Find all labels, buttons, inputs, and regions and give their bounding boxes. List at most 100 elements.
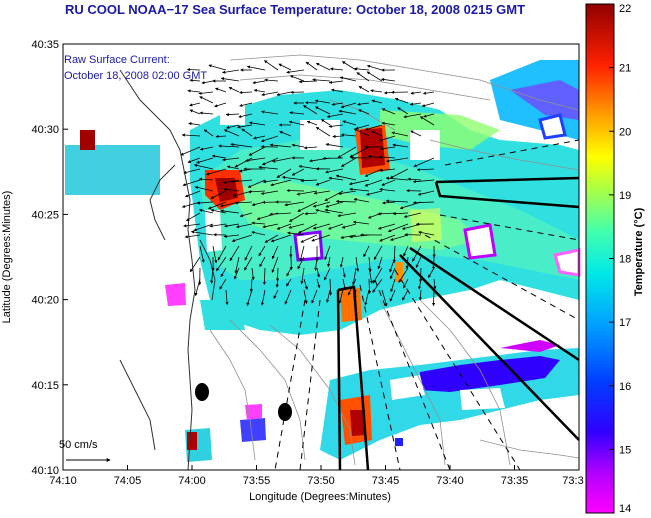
current-vector: [300, 234, 318, 243]
current-vector: [418, 230, 435, 236]
colorbar-tick-label: 18: [619, 254, 631, 266]
x-tick-label: 74:10: [49, 475, 77, 487]
current-vector: [315, 62, 331, 71]
current-vector: [428, 267, 435, 278]
current-vector: [248, 121, 266, 126]
current-vector: [231, 234, 253, 243]
current-vector: [303, 146, 318, 150]
current-vector: [337, 146, 357, 159]
current-vector: [288, 120, 305, 126]
current-vector: [397, 107, 409, 115]
current-vector: [269, 212, 292, 216]
current-vector: [377, 212, 396, 216]
current-vector: [239, 90, 253, 95]
current-vector: [392, 143, 409, 148]
current-vector: [271, 245, 279, 260]
current-vector: [358, 109, 370, 115]
current-vector: [356, 72, 370, 82]
current-vector: [271, 256, 279, 273]
y-tick-label: 40:10: [31, 465, 59, 477]
current-vector: [315, 208, 331, 214]
current-vector: [315, 179, 331, 186]
x-tick-label: 73:55: [243, 475, 271, 487]
current-vector: [224, 223, 240, 228]
current-legend-line2: October 18, 2008 02:00 GMT: [64, 70, 208, 82]
current-vector: [288, 223, 305, 229]
current-vector: [234, 267, 240, 280]
current-vector: [288, 212, 305, 222]
radar-site-marker: [195, 383, 209, 401]
current-vector: [194, 278, 201, 297]
current-vector: [403, 113, 422, 119]
current-vector: [349, 187, 370, 192]
colorbar-tick-label: 14: [619, 503, 631, 515]
current-vector: [416, 168, 435, 172]
current-vector: [366, 64, 383, 71]
colorbar-tick-label: 21: [619, 63, 631, 75]
current-vector: [211, 154, 227, 159]
current-vector: [189, 109, 201, 115]
current-vector: [364, 168, 383, 177]
current-vector: [199, 111, 214, 115]
current-vector: [253, 135, 266, 140]
current-vector: [269, 143, 292, 148]
current-vector: [320, 119, 331, 126]
colorbar-tick-label: 22: [619, 3, 631, 15]
current-vector: [367, 278, 372, 295]
current-vector: [272, 157, 292, 163]
current-vector: [329, 67, 344, 71]
current-vector: [237, 124, 253, 129]
current-vector: [286, 267, 292, 277]
figure-title: RU COOL NOAA−17 Sea Surface Temperature:…: [64, 2, 526, 17]
current-vector: [214, 87, 227, 93]
current-vector: [371, 131, 383, 137]
x-axis-label: Longitude (Degrees:Minutes): [249, 491, 391, 503]
radar-site-marker: [278, 403, 292, 421]
y-axis-ticks: 40:35 40:30 40:25 40:20 40:15 40:10: [31, 39, 68, 477]
current-vector: [355, 124, 370, 130]
current-vector: [328, 80, 344, 84]
colorbar-tick-label: 20: [619, 126, 631, 138]
current-vector: [260, 289, 266, 306]
y-tick-label: 40:35: [31, 39, 59, 51]
current-vector: [431, 289, 436, 307]
current-vector: [234, 157, 253, 168]
current-vector: [276, 223, 292, 230]
current-vector: [338, 190, 357, 195]
current-vector: [247, 179, 266, 188]
current-vector: [379, 168, 396, 172]
current-vector: [378, 155, 396, 159]
current-vector: [201, 80, 214, 85]
current-vector: [220, 209, 240, 214]
current-vector: [260, 135, 279, 143]
current-vector: [338, 109, 357, 115]
current-vector: [230, 142, 253, 148]
current-vector: [380, 146, 396, 151]
current-vector: [410, 130, 422, 137]
current-vector: [398, 267, 409, 283]
current-vector: [251, 221, 266, 225]
current-vector: [198, 177, 214, 181]
current-vector: [412, 201, 435, 205]
current-vector: [387, 223, 409, 233]
current-vector: [182, 179, 201, 187]
x-tick-label: 73:45: [372, 475, 400, 487]
current-vector: [364, 179, 383, 187]
current-vector: [340, 102, 357, 109]
current-vector: [264, 234, 279, 243]
current-vector: [402, 289, 409, 301]
current-vector: [210, 190, 227, 199]
colorbar-tick-label: 19: [619, 190, 631, 202]
current-vector: [366, 71, 383, 82]
current-vector: [287, 231, 305, 236]
current-vector: [299, 245, 305, 262]
current-vector: [391, 131, 409, 137]
current-vector: [223, 187, 240, 192]
current-vector: [304, 212, 318, 216]
current-vector: [284, 201, 305, 207]
y-axis-label: Latitude (Degrees:Minutes): [1, 191, 13, 324]
current-vector: [364, 289, 370, 306]
current-vector: [368, 256, 372, 273]
current-vector: [325, 143, 344, 148]
